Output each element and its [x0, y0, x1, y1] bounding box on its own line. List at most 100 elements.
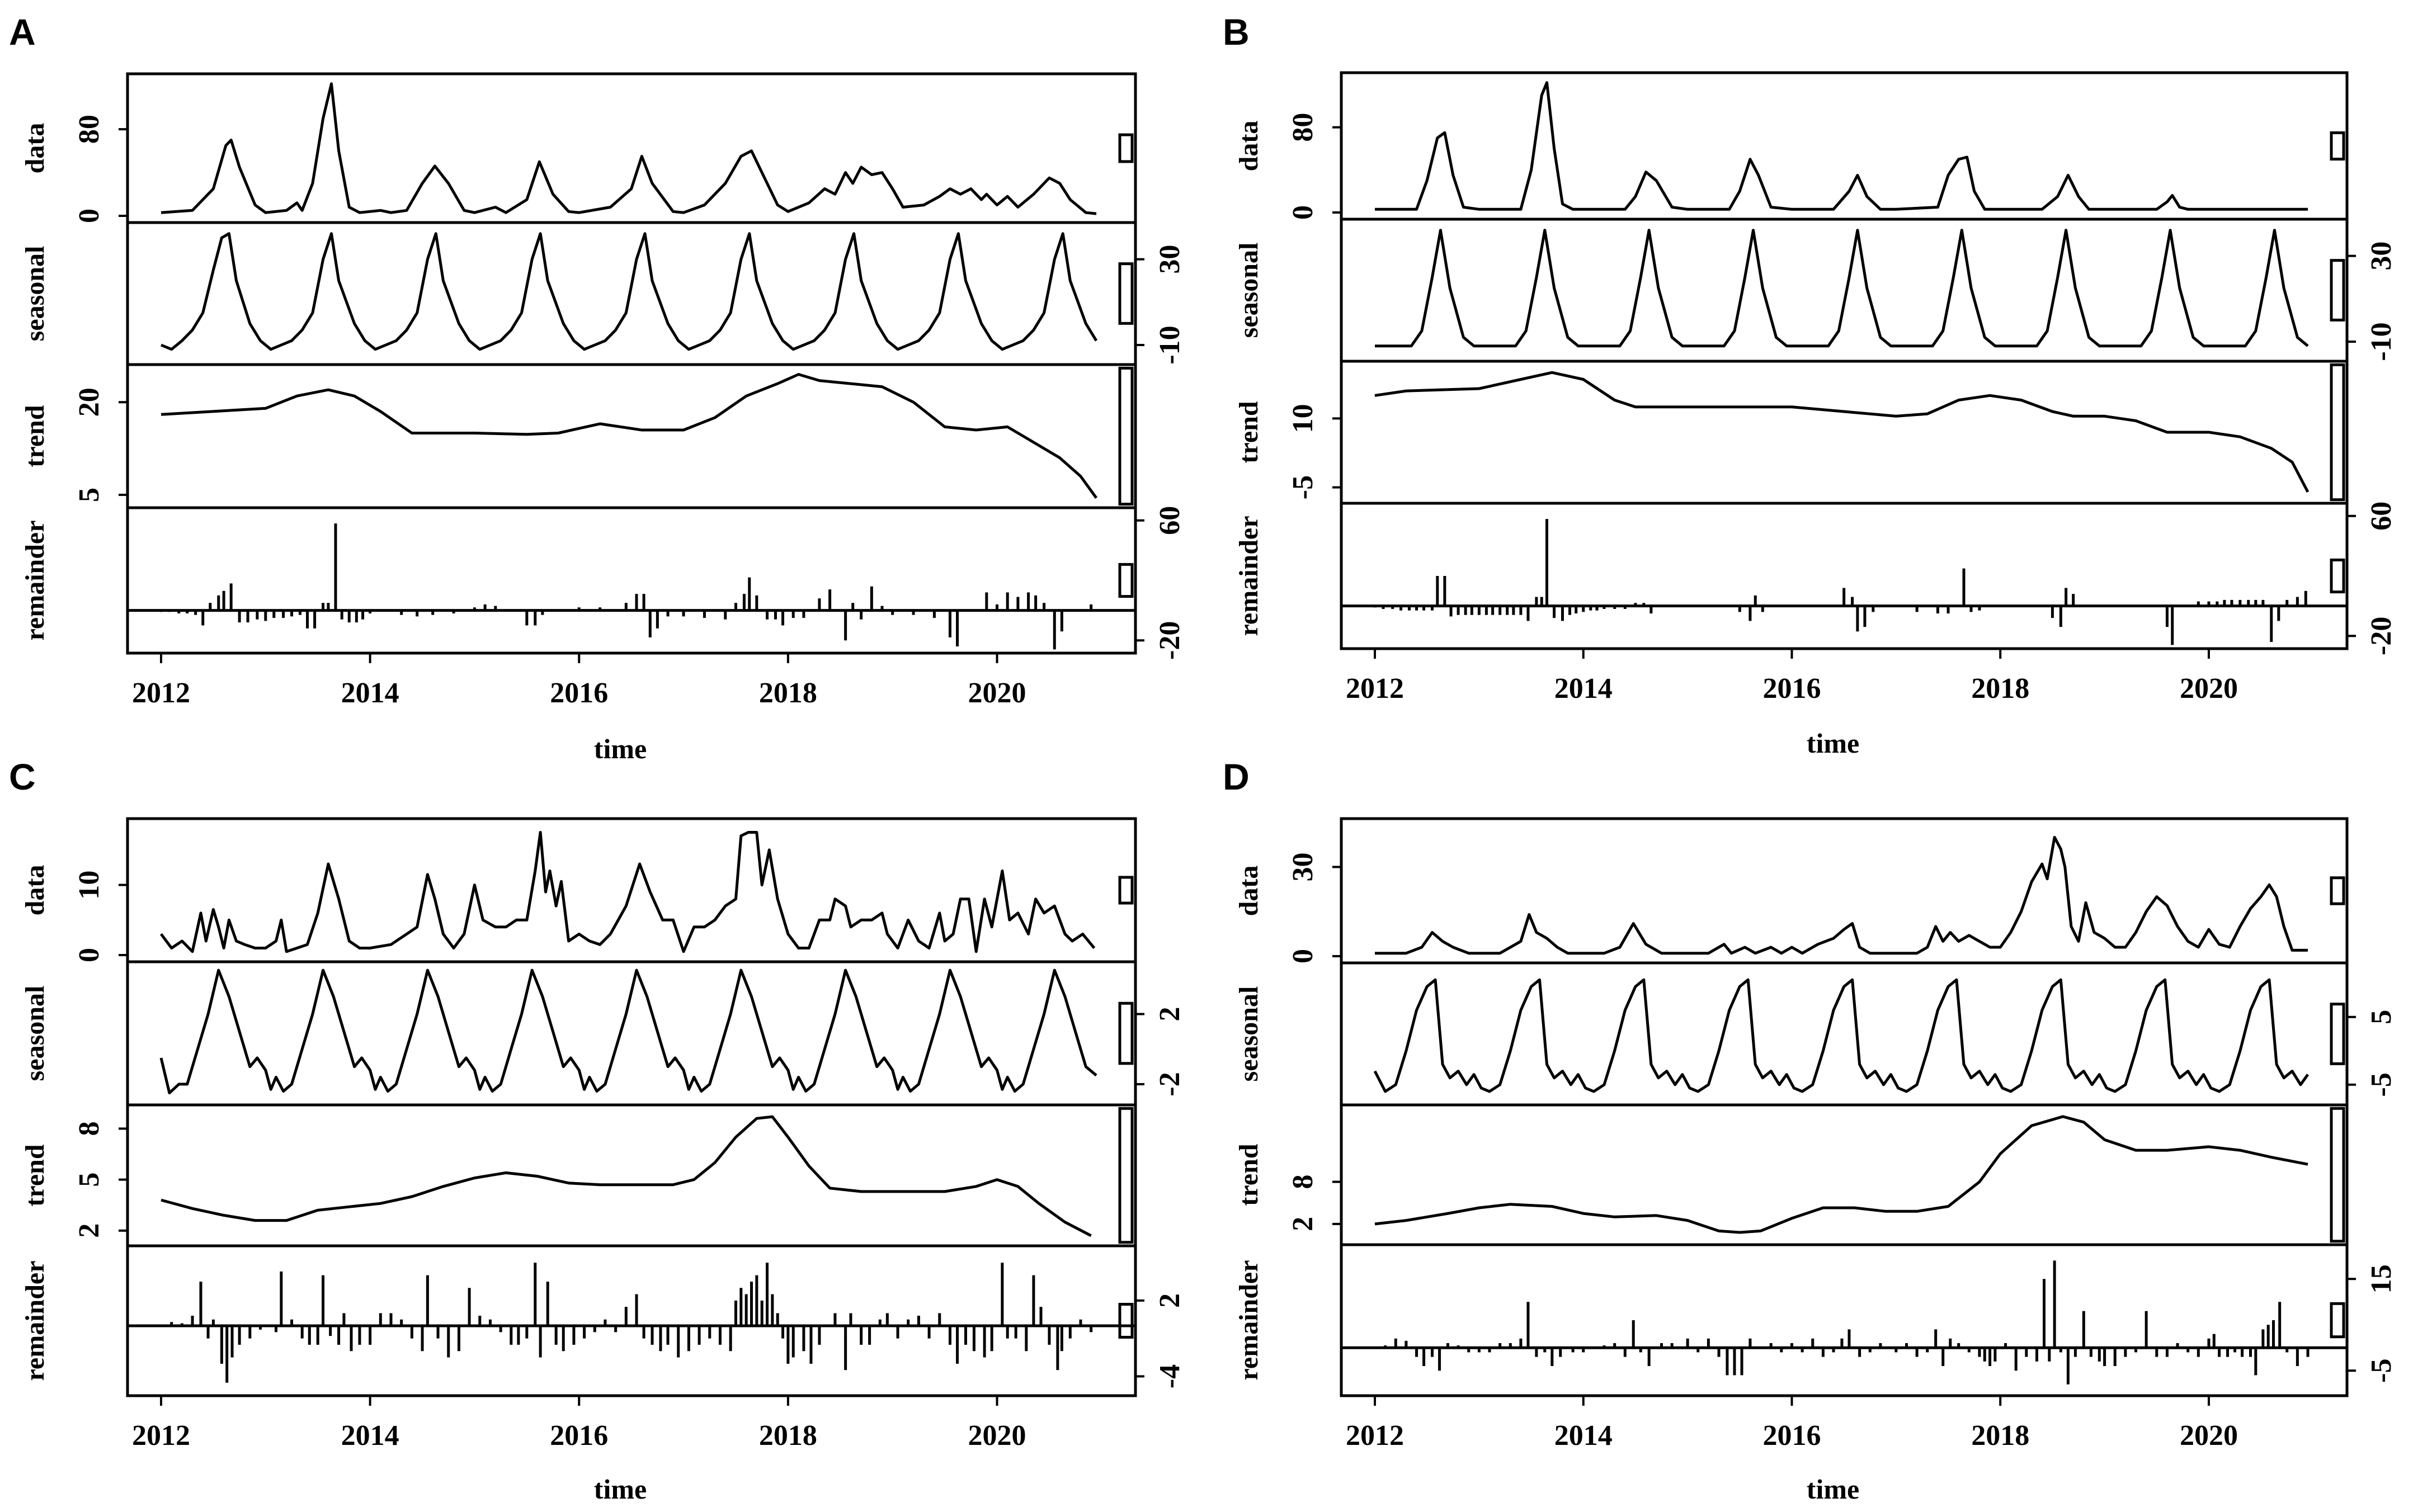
panel-letter: D [1223, 756, 1250, 797]
y-tick-label: -5 [2365, 1359, 2397, 1383]
y-axis-label: seasonal [20, 986, 50, 1081]
x-axis-label: time [594, 1473, 647, 1505]
series-line-seasonal [161, 232, 1098, 351]
series-line-seasonal [159, 968, 1097, 1095]
x-tick-label: 2016 [550, 677, 608, 709]
row-seasonal: seasonal -10 30 [1234, 218, 2397, 363]
y-tick-label: 2 [1154, 1293, 1186, 1308]
x-tick-label: 2014 [341, 1420, 399, 1452]
y-tick-label: 15 [2365, 1264, 2397, 1293]
range-bar [1118, 133, 1134, 163]
row-seasonal: seasonal -2 2 [20, 960, 1186, 1107]
row-data: data 0 80 [20, 72, 1137, 224]
x-tick-label: 2014 [1554, 1420, 1613, 1452]
row-frame [126, 1244, 1137, 1397]
x-tick-label: 2020 [2180, 1420, 2238, 1452]
x-tick-label: 2018 [759, 677, 817, 709]
x-tick-label: 2016 [1762, 673, 1821, 705]
y-tick-label: 10 [73, 871, 105, 900]
row-frame [1340, 817, 2349, 965]
series-line-seasonal [1373, 978, 2310, 1093]
y-axis-label: remainder [20, 520, 50, 640]
y-axis-label: remainder [1234, 516, 1264, 636]
row-data: data 0 80 [1234, 71, 2349, 221]
row-data: data 0 30 [1234, 817, 2349, 965]
x-tick-label: 2016 [550, 1420, 608, 1452]
y-axis-label: seasonal [1234, 243, 1264, 338]
y-tick-label: 10 [1287, 404, 1319, 433]
panel-letter: A [9, 11, 36, 53]
x-tick-label: 2014 [1554, 673, 1613, 705]
y-axis-label: data [20, 865, 50, 916]
panel-letter: C [9, 756, 36, 797]
y-tick-label: 0 [73, 948, 105, 962]
row-frame [126, 363, 1137, 509]
row-seasonal: seasonal -5 5 [1234, 961, 2397, 1107]
y-axis-label: data [1234, 121, 1264, 172]
row-trend: trend 2 5 8 [20, 1103, 1137, 1248]
row-trend: trend -5 10 [1234, 360, 2349, 505]
y-tick-label: 5 [73, 488, 105, 502]
y-tick-label: 80 [73, 115, 105, 144]
range-bar [1118, 262, 1134, 325]
y-axis-label: trend [20, 405, 50, 467]
y-tick-label: 0 [1287, 949, 1319, 963]
row-frame [1340, 502, 2349, 650]
y-tick-label: -2 [1154, 1072, 1186, 1096]
y-tick-label: 80 [1287, 113, 1319, 142]
series-line-trend [161, 1115, 1092, 1237]
row-remainder: remainder -4 2 [20, 1244, 1186, 1397]
y-tick-label: -4 [1154, 1364, 1186, 1388]
y-tick-label: 20 [73, 388, 105, 417]
y-tick-label: -10 [2365, 322, 2397, 361]
series-line-trend [1374, 371, 2310, 493]
x-tick-label: 2018 [759, 1420, 817, 1452]
series-line-data [1375, 835, 2308, 955]
y-tick-label: 2 [1287, 1217, 1319, 1231]
row-frame [126, 1103, 1137, 1248]
range-bar [1118, 366, 1134, 506]
range-bar [1118, 1001, 1134, 1065]
series-line-trend [1374, 1115, 2308, 1234]
x-axis-label: time [1807, 1473, 1859, 1505]
x-tick-label: 2020 [2180, 673, 2238, 705]
row-data: data 0 10 [20, 817, 1137, 963]
range-bar [2330, 558, 2345, 594]
row-frame [126, 506, 1137, 655]
y-tick-label: 2 [1154, 1007, 1186, 1022]
y-axis-label: remainder [20, 1260, 50, 1381]
y-axis-label: seasonal [1234, 986, 1264, 1082]
row-trend: trend 5 20 [20, 363, 1137, 509]
range-bar [2330, 876, 2345, 905]
range-bar [1118, 876, 1134, 905]
y-tick-label: -10 [1154, 325, 1186, 364]
y-axis-label: trend [1234, 401, 1264, 463]
row-frame [126, 72, 1137, 224]
y-tick-label: 0 [1287, 205, 1319, 220]
y-tick-label: -5 [2365, 1072, 2397, 1097]
y-axis-label: trend [1234, 1144, 1264, 1206]
y-tick-label: 30 [1287, 852, 1319, 881]
y-axis-label: data [20, 123, 50, 174]
y-axis-label: data [1234, 866, 1264, 916]
row-remainder: remainder -20 60 [1234, 502, 2397, 655]
x-tick-label: 2020 [968, 677, 1026, 709]
x-tick-label: 2018 [1971, 1420, 2029, 1452]
x-tick-label: 2012 [132, 677, 190, 709]
y-tick-label: 60 [1154, 506, 1186, 535]
x-tick-label: 2018 [1971, 673, 2029, 705]
row-remainder: remainder -5 15 [1234, 1243, 2397, 1397]
series-line-data [159, 831, 1096, 953]
row-seasonal: seasonal -10 30 [20, 221, 1186, 366]
y-tick-label: 2 [73, 1223, 105, 1238]
range-bar [2330, 1107, 2345, 1243]
range-bar [1118, 563, 1134, 598]
series-line-trend [161, 373, 1098, 499]
y-axis-label: remainder [1234, 1260, 1264, 1380]
range-bar [2330, 259, 2345, 322]
row-frame [1340, 1243, 2349, 1397]
x-tick-label: 2020 [968, 1420, 1026, 1452]
range-bar [2330, 131, 2345, 161]
